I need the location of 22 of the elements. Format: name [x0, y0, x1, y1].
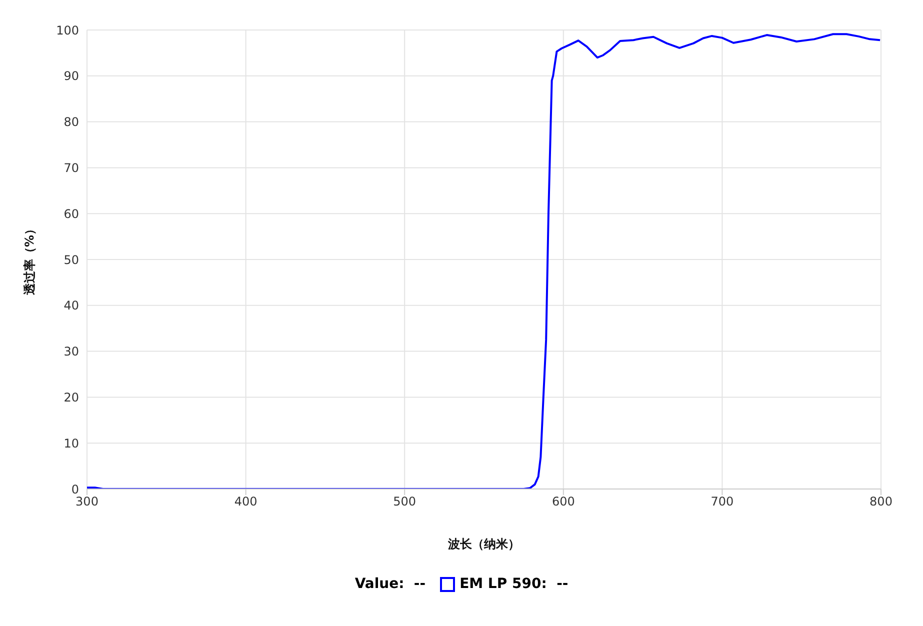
y-tick-label: 40	[64, 298, 79, 313]
y-tick-label: 80	[64, 115, 79, 130]
x-tick-label: 400	[234, 494, 258, 509]
y-axis-title: 透过率（%）	[22, 222, 38, 296]
y-tick-label: 30	[64, 344, 79, 359]
text: : --	[541, 576, 568, 592]
y-tick-label: 100	[56, 23, 79, 38]
y-tick-label: 0	[71, 482, 79, 496]
x-tick-label: 300	[76, 494, 98, 509]
x-axis-title: 波长（纳米）	[447, 536, 521, 553]
y-tick-label: 70	[64, 160, 79, 175]
x-tick-label: 600	[552, 494, 575, 509]
x-tick-label: 700	[710, 494, 734, 509]
text: Value: --	[354, 576, 426, 592]
x-tick-label: 500	[393, 494, 416, 509]
x-tick-label: 800	[870, 494, 892, 509]
y-tick-label: 10	[64, 436, 79, 450]
legend-label: EM LP 590	[460, 576, 542, 592]
y-tick-label: 50	[64, 252, 79, 267]
y-tick-label: 90	[64, 69, 79, 84]
y-tick-label: 20	[64, 390, 79, 404]
y-tick-label: 60	[64, 206, 79, 221]
